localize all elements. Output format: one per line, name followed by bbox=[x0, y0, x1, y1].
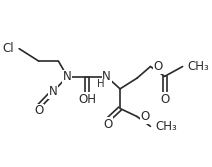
Text: OH: OH bbox=[78, 93, 96, 106]
Text: O: O bbox=[154, 60, 163, 73]
Text: CH₃: CH₃ bbox=[188, 60, 209, 73]
Text: Cl: Cl bbox=[3, 42, 14, 55]
Text: N: N bbox=[49, 85, 57, 98]
Text: O: O bbox=[103, 118, 112, 131]
Text: N: N bbox=[63, 70, 72, 83]
Text: CH₃: CH₃ bbox=[155, 120, 177, 133]
Text: N: N bbox=[102, 70, 111, 83]
Text: O: O bbox=[140, 110, 149, 123]
Text: O: O bbox=[34, 104, 43, 117]
Text: O: O bbox=[160, 93, 169, 106]
Text: H: H bbox=[97, 79, 104, 89]
